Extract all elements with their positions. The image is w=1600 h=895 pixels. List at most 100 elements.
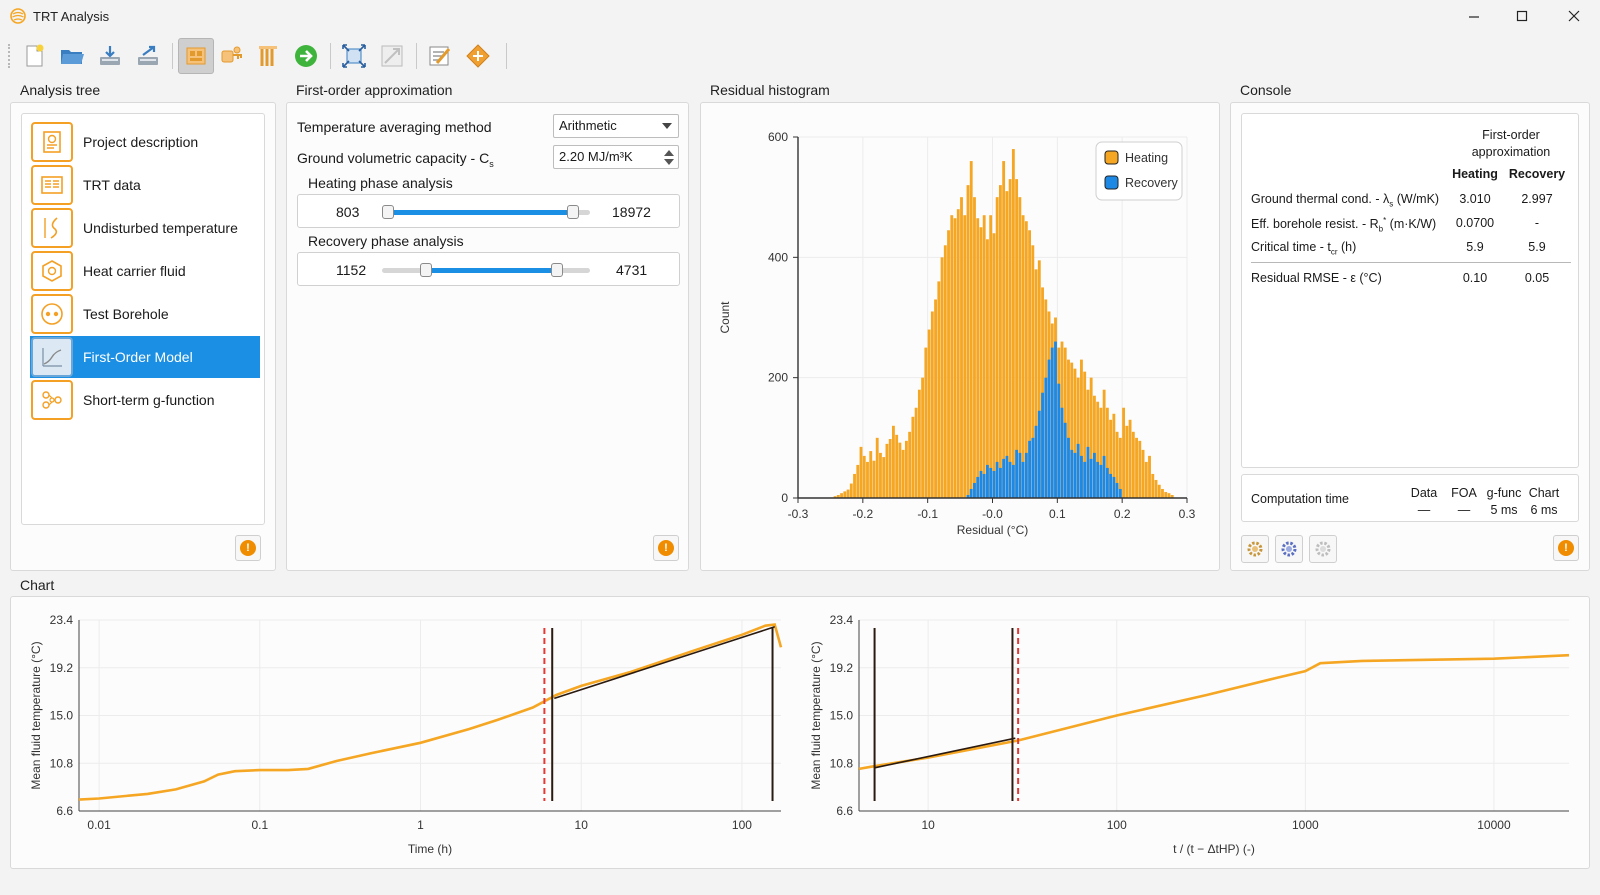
console-warning-button[interactable]: !	[1553, 535, 1579, 561]
new-file-button[interactable]	[16, 38, 52, 74]
heating-bar	[846, 489, 850, 498]
recovery-bar	[1005, 455, 1009, 498]
recovery-bar	[1037, 410, 1041, 498]
heating-max-thumb[interactable]	[567, 205, 580, 219]
console-header-line: approximation	[1471, 145, 1551, 159]
fit-view-button[interactable]	[336, 38, 372, 74]
recovery-max-thumb[interactable]	[550, 263, 563, 277]
heating-bar	[1122, 407, 1126, 498]
import-button[interactable]	[92, 38, 128, 74]
diamond-tool-button[interactable]	[460, 38, 496, 74]
spin-up-icon[interactable]	[664, 149, 674, 156]
heating-min-thumb[interactable]	[382, 205, 395, 219]
tree-item-trt-data[interactable]: TRT data	[30, 164, 260, 206]
recovery-bar	[1067, 437, 1070, 498]
superposition-chart-x-tick-label: 100	[1107, 818, 1127, 832]
settings-button[interactable]	[1241, 535, 1269, 563]
time-chart-y-tick-label: 19.2	[50, 661, 74, 675]
tree-item-heat-carrier-fluid[interactable]: Heat carrier fluid	[30, 250, 260, 292]
heating-bar	[843, 491, 847, 498]
tree-item-project-description[interactable]: Project description	[30, 121, 260, 163]
legend-label-recovery: Recovery	[1125, 176, 1179, 190]
histogram-y-tick-label: 0	[781, 491, 788, 505]
recovery-bar	[1057, 383, 1061, 498]
heating-bar	[833, 496, 837, 498]
recovery-bar	[992, 470, 996, 498]
time-chart-series-measured	[78, 623, 783, 801]
heating-bar	[862, 455, 866, 498]
tree-item-short-term-g-function[interactable]: Short-term g-function	[30, 379, 260, 421]
console-header: First-order approximation	[1452, 127, 1570, 161]
recovery-bar	[982, 473, 986, 498]
recovery-bar	[1011, 464, 1015, 498]
export-button[interactable]	[130, 38, 166, 74]
spin-down-icon[interactable]	[664, 159, 674, 166]
close-button[interactable]	[1550, 0, 1598, 32]
heating-bar	[986, 239, 989, 499]
settings-key-button[interactable]	[214, 38, 250, 74]
console-row-label: Residual RMSE - ε (°C)	[1251, 271, 1382, 285]
recovery-min-thumb[interactable]	[419, 263, 432, 277]
maximize-button[interactable]	[1498, 0, 1546, 32]
heating-bar	[875, 437, 879, 498]
zoom-button[interactable]	[374, 38, 410, 74]
console-recovery-value: 2.997	[1521, 192, 1553, 206]
heating-bar	[892, 425, 895, 498]
computation-col-data: Data —	[1410, 486, 1438, 517]
tree-warning-button[interactable]: !	[235, 535, 261, 561]
histogram-y-tick-label: 200	[768, 371, 788, 385]
heating-phase-label: Heating phase analysis	[308, 175, 453, 191]
computation-col-gfunc: g-func 5 ms	[1486, 486, 1522, 517]
heating-bar	[953, 218, 957, 498]
recovery-range-slider[interactable]: 1152 4731	[297, 252, 680, 286]
avg-method-value: Arithmetic	[559, 118, 617, 133]
heating-bar	[1128, 419, 1132, 498]
tree-item-test-borehole[interactable]: Test Borehole	[30, 293, 260, 335]
avg-method-select[interactable]: Arithmetic	[553, 114, 679, 138]
heating-bar	[1083, 371, 1087, 498]
heating-bar	[882, 457, 886, 498]
warning-icon: !	[658, 540, 674, 556]
foa-warning-button[interactable]: !	[653, 535, 679, 561]
heating-bar	[917, 389, 921, 498]
tree-item-first-order-model[interactable]: First-Order Model	[30, 336, 260, 378]
heating-bar	[1144, 461, 1148, 498]
console-heating-value: 3.010	[1459, 192, 1491, 206]
heating-bar	[1102, 389, 1106, 498]
heating-range-slider[interactable]: 803 18972	[297, 194, 680, 228]
minimize-icon	[1469, 16, 1479, 18]
histogram-y-tick-label: 400	[768, 250, 788, 264]
recovery-bar	[1112, 476, 1116, 498]
advanced-settings-button[interactable]	[1275, 535, 1303, 563]
recovery-bar	[1015, 449, 1019, 498]
borehole-icon	[259, 46, 277, 66]
borehole-button[interactable]	[250, 38, 286, 74]
volumetric-capacity-spinbox[interactable]: 2.20 MJ/m³K	[553, 145, 679, 169]
open-button[interactable]	[54, 38, 90, 74]
minimize-button[interactable]	[1450, 0, 1498, 32]
tree-item-undisturbed-temperature[interactable]: Undisturbed temperature	[30, 207, 260, 249]
recovery-bar	[1060, 407, 1064, 498]
time-chart-y-tick-label: 10.8	[50, 756, 74, 770]
console-results: First-order approximation Heating Recove…	[1241, 113, 1579, 468]
heating-bar	[921, 377, 925, 498]
first-order-model-button[interactable]	[178, 38, 214, 74]
run-button[interactable]	[288, 38, 324, 74]
heating-bar	[1073, 368, 1077, 498]
heating-bar	[885, 443, 889, 498]
recovery-bar	[1118, 488, 1122, 498]
histogram-y-label: Count	[718, 301, 732, 334]
time-chart-y-label: Mean fluid temperature (°C)	[29, 641, 43, 789]
disabled-settings-button[interactable]	[1309, 535, 1337, 563]
report-button[interactable]	[422, 38, 458, 74]
toolbar-separator	[506, 43, 507, 69]
close-icon	[1568, 10, 1580, 22]
toolbar	[0, 34, 1600, 78]
recovery-bar	[1083, 461, 1087, 498]
recovery-bar	[969, 488, 973, 498]
time-chart-series-fit	[554, 626, 775, 700]
recovery-bar	[1041, 392, 1044, 498]
gear-disabled-icon	[1315, 541, 1331, 557]
recovery-bar	[1086, 446, 1090, 498]
toolbar-grip[interactable]	[8, 44, 11, 68]
